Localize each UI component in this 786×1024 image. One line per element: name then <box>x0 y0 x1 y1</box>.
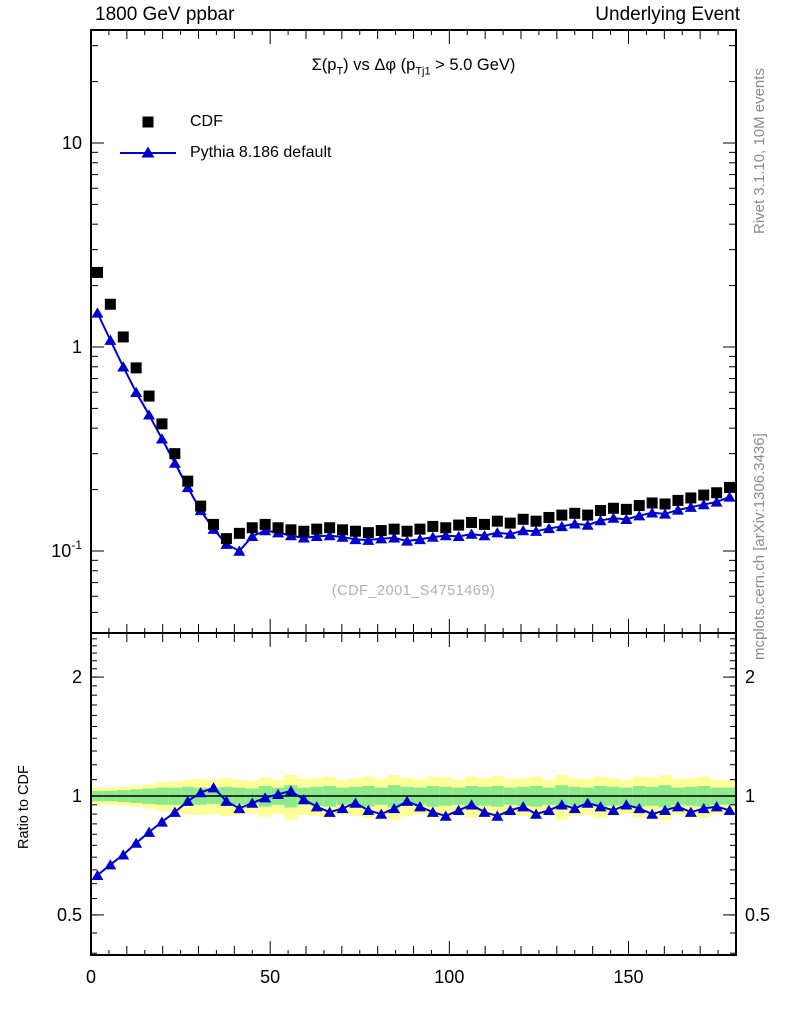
svg-text:2: 2 <box>745 667 755 687</box>
title-part: Σ(p <box>311 56 337 74</box>
svg-text:0: 0 <box>86 967 96 987</box>
pythia-triangle-line-icon <box>106 145 190 161</box>
legend-label-cdf: CDF <box>190 112 223 130</box>
svg-text:50: 50 <box>260 967 280 987</box>
beam-energy-label: 1800 GeV ppbar <box>95 4 235 25</box>
analysis-category-label: Underlying Event <box>595 4 740 25</box>
svg-text:1: 1 <box>72 786 82 806</box>
observable-title: Σ(pT) vs Δφ (pTj1 > 5.0 GeV) <box>91 56 736 77</box>
svg-text:1: 1 <box>72 337 82 357</box>
title-part: > 5.0 GeV) <box>430 56 516 74</box>
svg-text:0.5: 0.5 <box>745 905 770 925</box>
svg-text:10: 10 <box>62 133 82 153</box>
svg-text:2: 2 <box>72 667 82 687</box>
legend: CDF Pythia 8.186 default <box>106 106 331 168</box>
svg-text:150: 150 <box>613 967 643 987</box>
title-part: ) vs Δφ (p <box>343 56 416 74</box>
analysis-id-watermark: (CDF_2001_S4751469) <box>331 583 496 599</box>
title-subscript: Tj1 <box>415 65 431 78</box>
svg-text:1: 1 <box>745 786 755 806</box>
title-subscript: T <box>336 65 344 78</box>
legend-label-pythia: Pythia 8.186 default <box>190 143 332 161</box>
rivet-version-note: Rivet 3.1.10, 10M events <box>751 68 768 234</box>
ratio-y-axis-label: Ratio to CDF <box>16 765 32 849</box>
svg-text:10-1: 10-1 <box>51 538 82 561</box>
cdf-square-icon <box>106 115 190 129</box>
legend-item-cdf: CDF <box>106 106 331 137</box>
svg-text:0.5: 0.5 <box>57 905 82 925</box>
svg-text:100: 100 <box>434 967 464 987</box>
legend-item-pythia: Pythia 8.186 default <box>106 137 331 168</box>
mcplots-arxiv-note: mcplots.cern.ch [arXiv:1306.3436] <box>751 433 768 660</box>
